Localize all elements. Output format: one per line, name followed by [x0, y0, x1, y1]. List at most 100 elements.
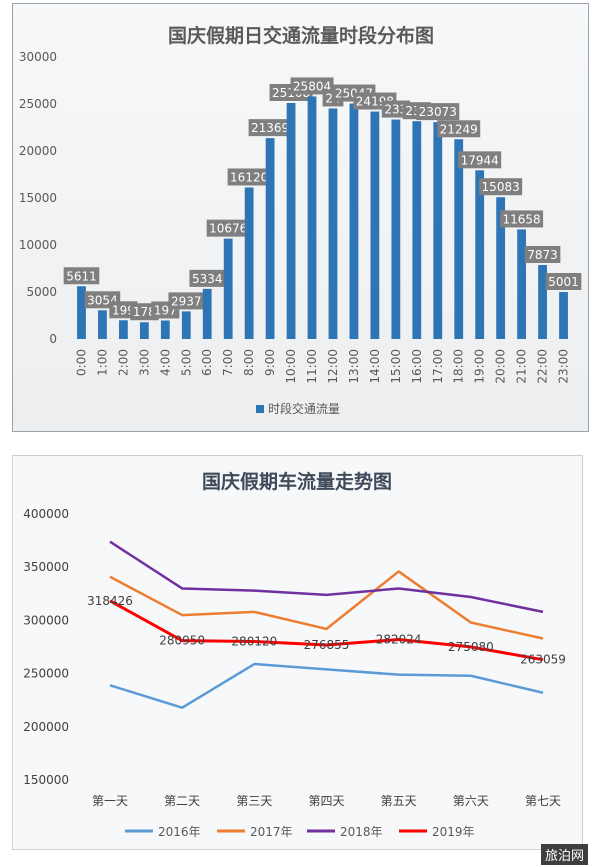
x-tick-label: 10:00	[284, 349, 298, 384]
data-label: 276855	[304, 638, 350, 652]
data-label-box	[227, 168, 271, 186]
y-tick-label: 20000	[19, 144, 57, 158]
data-label: 282024	[376, 633, 422, 647]
data-label: 280950	[159, 634, 205, 648]
x-tick-label: 23:00	[557, 349, 571, 384]
x-tick-label: 16:00	[410, 349, 424, 384]
data-label: 21249	[440, 122, 478, 136]
x-tick-label: 2:00	[116, 349, 130, 376]
x-tick-label: 8:00	[242, 349, 256, 376]
x-tick-label: 4:00	[158, 349, 172, 376]
series-line	[109, 570, 544, 640]
data-label-box	[189, 269, 226, 287]
data-label: 5334	[192, 272, 223, 286]
data-label: 318426	[87, 594, 133, 608]
bar	[538, 264, 547, 339]
x-tick-label: 0:00	[74, 349, 88, 376]
y-tick-label: 10000	[19, 238, 57, 252]
legend-swatch	[256, 405, 264, 413]
legend-label: 2016年	[158, 825, 201, 839]
data-label: 280120	[231, 635, 277, 649]
data-label-box	[479, 178, 523, 196]
x-tick-label: 第二天	[164, 794, 200, 808]
data-label: 263059	[520, 653, 566, 667]
chart-title: 国庆假期日交通流量时段分布图	[168, 24, 434, 47]
x-tick-label: 19:00	[473, 349, 487, 384]
x-tick-label: 21:00	[515, 349, 529, 384]
x-tick-label: 13:00	[347, 349, 361, 384]
bar	[202, 288, 212, 339]
bar	[265, 138, 275, 339]
line-chart-svg: 国庆假期车流量走势图 150000 200000 250000 300000 35000…	[23, 470, 566, 839]
bar	[307, 96, 317, 339]
x-tick-label: 第七天	[525, 794, 561, 808]
y-tick-label: 200000	[23, 720, 69, 734]
x-tick-label: 14:00	[368, 349, 382, 384]
bar	[559, 291, 568, 339]
y-tick-label: 15000	[19, 191, 57, 205]
bar	[328, 108, 338, 339]
bar	[98, 310, 107, 339]
x-tick-label: 6:00	[200, 349, 214, 376]
x-tick-label: 15:00	[389, 349, 403, 384]
x-tick-label: 3:00	[137, 349, 151, 376]
x-tick-label: 第三天	[236, 794, 272, 808]
watermark-logo: 旅泊网	[540, 844, 588, 865]
bar	[370, 111, 380, 339]
y-tick-label: 5000	[26, 285, 57, 299]
data-label: 233	[384, 103, 407, 117]
x-tick-label: 第六天	[453, 794, 489, 808]
data-label-box	[416, 103, 460, 121]
data-label-box	[168, 292, 205, 310]
bar	[349, 103, 359, 339]
data-label-box	[524, 245, 561, 263]
legend-label: 2018年	[340, 825, 383, 839]
bar	[496, 197, 506, 339]
y-tick-label: 25000	[19, 97, 57, 111]
data-label: 11658	[503, 212, 541, 226]
x-tick-label: 11:00	[305, 349, 319, 384]
data-label: 275080	[448, 640, 494, 654]
bar	[244, 187, 254, 339]
x-tick-label: 17:00	[431, 349, 445, 384]
bar	[286, 102, 296, 339]
x-tick-label: 18:00	[452, 349, 466, 384]
data-label: 21369	[251, 121, 289, 135]
data-label-box	[206, 219, 250, 237]
data-label-box	[437, 120, 481, 138]
y-tick-label: 30000	[19, 50, 57, 64]
legend-label: 2017年	[250, 825, 293, 839]
bar	[118, 320, 128, 339]
chart-title: 国庆假期车流量走势图	[202, 470, 392, 493]
bar	[517, 229, 527, 339]
y-tick-label: 150000	[23, 773, 69, 787]
data-label-box	[458, 151, 502, 169]
y-tick-label: 300000	[23, 613, 69, 627]
bar-chart-svg: 国庆假期日交通流量时段分布图 0 5000 10000 15000 20000 25000…	[19, 24, 582, 416]
traffic-by-hour-chart: 国庆假期日交通流量时段分布图 0 5000 10000 15000 20000 25000…	[12, 3, 589, 432]
data-label: 25804	[293, 79, 331, 93]
bar	[223, 238, 233, 339]
bar	[160, 320, 170, 339]
data-label-box	[63, 267, 100, 285]
data-label: 17944	[461, 153, 499, 167]
legend-label: 2019年	[432, 825, 475, 839]
x-tick-label: 12:00	[326, 349, 340, 384]
y-tick-label: 400000	[23, 507, 69, 521]
data-label: 10676	[209, 222, 247, 236]
x-tick-label: 1:00	[95, 349, 109, 376]
data-label: 15083	[482, 180, 520, 194]
bar	[181, 311, 191, 339]
series-line	[109, 540, 544, 614]
bar	[433, 122, 443, 339]
x-tick-label: 第一天	[92, 794, 128, 808]
data-label: 23073	[419, 105, 457, 119]
data-label: 178	[133, 305, 156, 319]
data-label: 5001	[548, 275, 579, 289]
x-tick-label: 9:00	[263, 349, 277, 376]
x-tick-label: 第四天	[308, 794, 344, 808]
bar	[412, 121, 422, 340]
data-label: 7873	[527, 248, 558, 262]
bar	[475, 170, 485, 339]
x-tick-label: 第五天	[381, 794, 417, 808]
